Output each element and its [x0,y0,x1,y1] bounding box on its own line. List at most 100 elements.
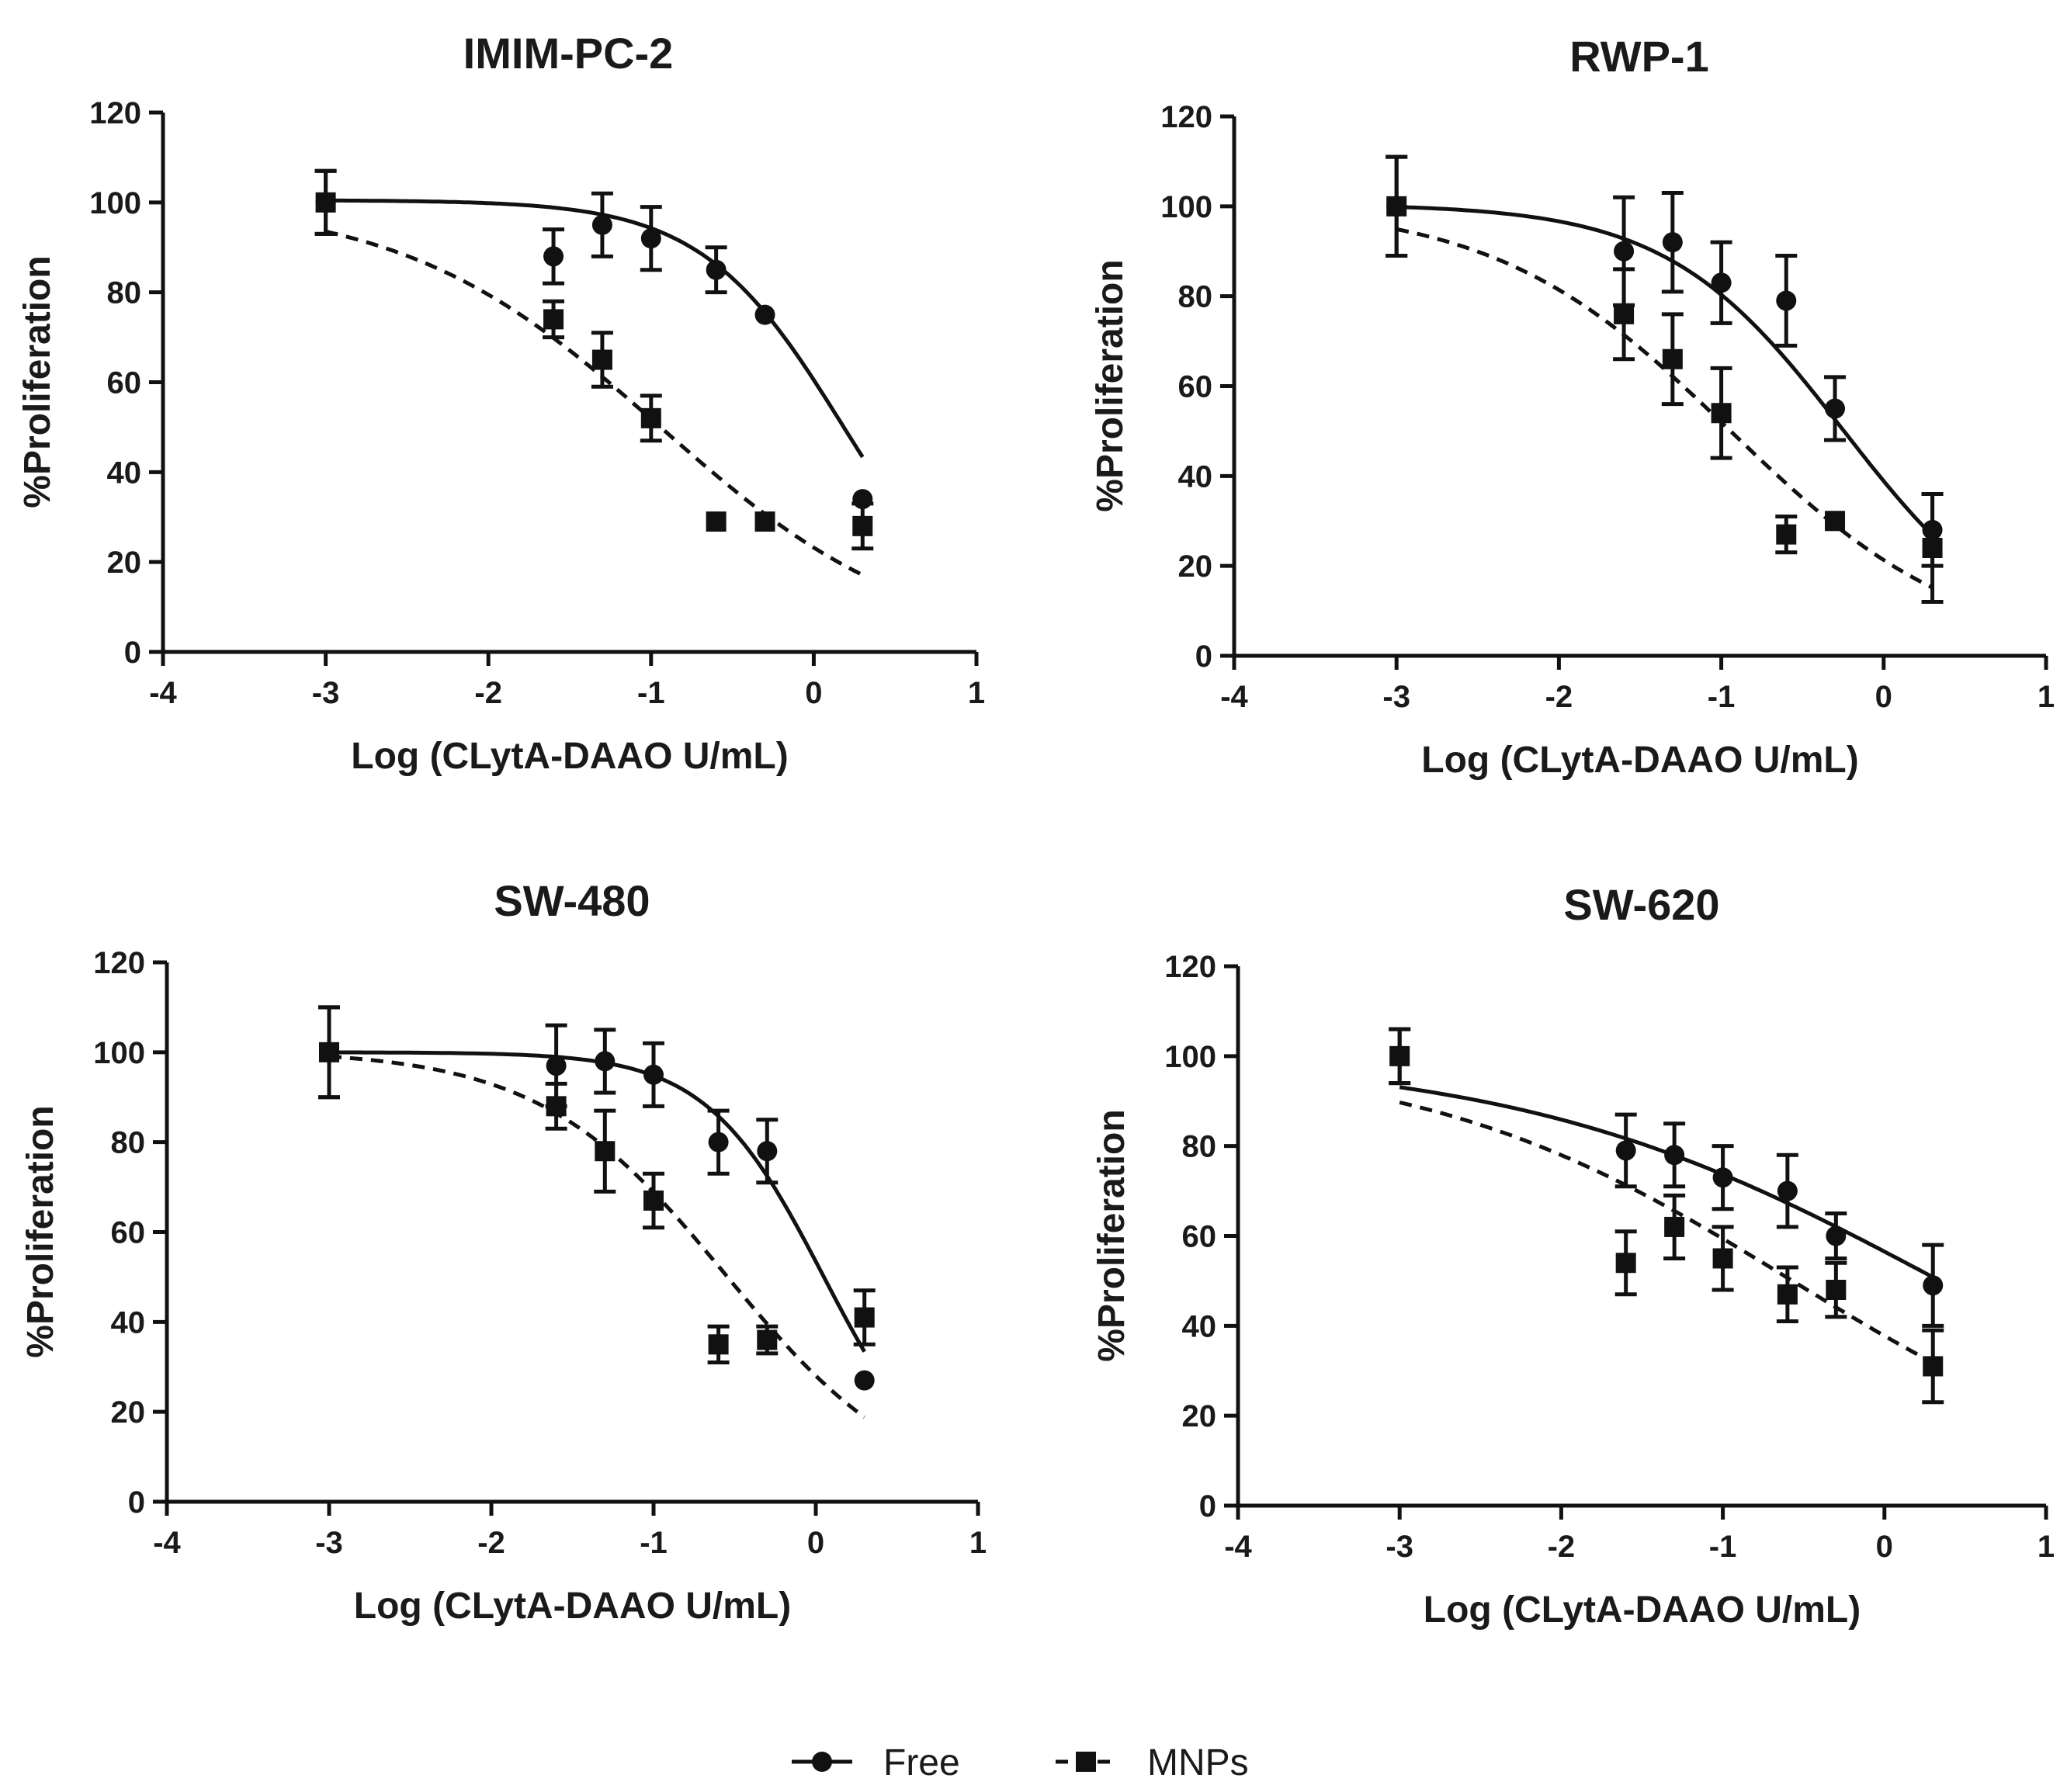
data-point-mnps [708,1334,729,1355]
y-tick-label: 20 [107,546,142,580]
chart-title: RWP-1 [1569,32,1708,81]
chart-title: SW-480 [494,876,650,925]
data-point-mnps [315,192,336,213]
data-point-free [1777,1180,1798,1201]
x-tick-label: 0 [1876,1530,1893,1564]
data-point-free [1826,1225,1847,1246]
data-point-free [754,304,775,325]
x-tick-label: 1 [968,676,985,710]
y-axis-label: %Proliferation [1091,1109,1132,1361]
data-point-free [1614,241,1635,262]
series-mnps [1386,154,1944,604]
fit-curve-mnps [325,229,864,577]
x-tick-label: -2 [1545,680,1573,714]
x-tick-label: -4 [1224,1530,1252,1564]
series-mnps [1389,1027,1944,1405]
x-tick-label: -3 [1382,680,1410,714]
y-tick-label: 40 [1182,1309,1217,1343]
data-point-mnps [643,1190,664,1211]
x-tick-label: -2 [1548,1530,1576,1564]
data-point-mnps [1922,538,1943,558]
y-tick-label: 20 [1178,549,1213,584]
legend-free-marker [812,1752,832,1772]
data-point-free [708,1132,729,1152]
y-tick-label: 60 [107,366,142,400]
y-tick-label: 40 [107,456,142,490]
y-tick-label: 100 [89,186,141,220]
data-point-mnps [543,309,564,330]
data-point-mnps [640,407,661,428]
x-tick-label: -3 [315,1526,343,1560]
y-tick-label: 100 [93,1036,145,1070]
series-mnps [314,168,874,577]
legend-free-label: Free [883,1742,960,1783]
fit-curve-free [1396,205,1934,537]
x-tick-label: 1 [969,1526,987,1560]
y-tick-label: 100 [1164,1040,1216,1074]
x-tick-label: -1 [640,1526,668,1560]
x-axis-label: Log (CLytA-DAAO U/mL) [354,1586,791,1627]
data-point-mnps [1776,524,1797,545]
data-point-free [1712,1167,1733,1188]
chart-panel-1: IMIM-PC-2 0 20 40 60 80 100 120 -4 -3 -2 -1 0 1 Log (C… [17,29,985,777]
y-tick-label: 80 [107,276,142,310]
x-tick-label: 0 [807,1526,824,1560]
data-point-free [1664,1145,1685,1166]
data-point-mnps [1923,1356,1944,1377]
data-point-mnps [1826,1280,1847,1300]
y-tick-label: 100 [1160,190,1212,224]
y-tick-label: 0 [1199,1489,1216,1523]
data-point-mnps [319,1042,339,1062]
fit-curve-free [325,198,865,459]
chart-panel-3: SW-480 0 20 40 60 80 100 120 -4 -3 -2 -1 0 1 Log (CLyt… [20,876,987,1627]
x-tick-label: -4 [1220,680,1248,714]
x-tick-label: -2 [477,1526,505,1560]
y-tick-label: 20 [1182,1399,1217,1433]
legend-mnps-label: MNPs [1147,1742,1249,1783]
data-point-mnps [1711,403,1732,424]
data-point-mnps [591,349,612,370]
y-tick-label: 120 [1164,950,1216,984]
y-tick-label: 120 [93,946,145,980]
x-tick-label: -3 [312,676,340,710]
x-tick-label: -4 [149,676,177,710]
fit-curve-free [1399,1085,1934,1279]
data-point-mnps [1389,1045,1410,1066]
data-point-free [757,1141,778,1162]
x-axis-label: Log (CLytA-DAAO U/mL) [351,736,788,777]
fit-curve-mnps [1396,227,1933,590]
data-point-mnps [1662,348,1683,369]
series-mnps [318,1005,876,1419]
y-tick-label: 0 [128,1485,145,1520]
data-point-mnps [1664,1216,1685,1237]
data-point-mnps [706,511,727,532]
fit-curve-mnps [1399,1101,1934,1365]
x-axis-label: Log (CLytA-DAAO U/mL) [1421,740,1858,781]
data-point-mnps [754,511,775,532]
y-tick-label: 120 [89,96,141,130]
data-point-mnps [1614,303,1635,324]
x-tick-label: 0 [805,676,822,710]
y-tick-label: 0 [1195,640,1212,674]
y-tick-label: 40 [111,1305,146,1340]
data-point-free [854,1370,875,1391]
y-tick-label: 40 [1178,459,1213,494]
data-point-free [1615,1140,1636,1161]
chart-panel-2: RWP-1 0 20 40 60 80 100 120 -4 -3 -2 -1 0 1 Log (CLytA… [1090,32,2055,781]
data-point-mnps [854,1307,875,1328]
data-point-free [1711,272,1732,293]
data-point-free [546,1055,567,1076]
y-tick-label: 20 [111,1395,146,1430]
x-tick-label: -4 [153,1526,181,1560]
series-free [314,168,873,510]
data-point-free [640,228,661,249]
data-point-free [595,1051,616,1072]
data-point-free [543,246,564,267]
series-free [1389,1027,1944,1328]
x-tick-label: -1 [1708,680,1736,714]
data-point-mnps [852,515,873,536]
x-axis-label: Log (CLytA-DAAO U/mL) [1424,1589,1861,1631]
y-axis-label: %Proliferation [1090,259,1131,511]
data-point-free [1825,398,1846,419]
